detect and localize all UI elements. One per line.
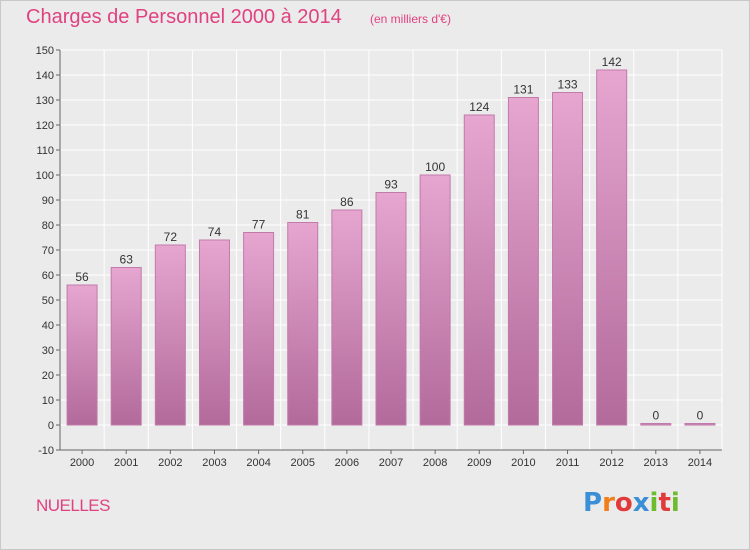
y-tick-label: 70 (42, 245, 54, 257)
y-tick-label: 110 (36, 145, 54, 157)
x-tick-label: 2005 (290, 457, 314, 469)
data-label: 81 (296, 208, 310, 222)
bar (154, 244, 186, 426)
bar (110, 267, 142, 426)
x-tick-label: 2007 (379, 457, 403, 469)
y-tick-label: 30 (42, 345, 54, 357)
y-tick-label: 150 (36, 45, 54, 57)
y-tick-label: 120 (36, 120, 54, 132)
data-label: 63 (120, 253, 134, 267)
x-tick-label: 2006 (335, 457, 359, 469)
logo-letter: i (649, 488, 659, 518)
data-label: 0 (697, 409, 704, 423)
data-label: 133 (558, 78, 578, 92)
logo-letter: t (658, 488, 671, 518)
x-tick-label: 2014 (688, 457, 712, 469)
data-label: 124 (469, 100, 489, 114)
data-label: 93 (384, 178, 398, 192)
data-label: 77 (252, 218, 266, 232)
bar (552, 92, 584, 426)
y-tick-label: 40 (42, 320, 54, 332)
x-tick-label: 2012 (599, 457, 623, 469)
y-tick-label: 0 (48, 420, 54, 432)
commune-name: NUELLES (36, 496, 110, 515)
y-tick-label: 20 (42, 370, 54, 382)
bar (596, 69, 628, 426)
bar (66, 284, 98, 426)
y-tick-label: 130 (36, 95, 54, 107)
data-label: 56 (75, 270, 89, 284)
bar (198, 239, 230, 426)
y-tick-label: -10 (38, 445, 54, 457)
x-tick-label: 2000 (70, 457, 94, 469)
x-tick-label: 2003 (202, 457, 226, 469)
bar (331, 209, 363, 426)
data-label: 74 (208, 225, 222, 239)
x-tick-label: 2010 (511, 457, 535, 469)
x-tick-label: 2011 (556, 457, 580, 469)
bar (375, 192, 407, 426)
proxiti-logo[interactable]: Proxiti (583, 488, 680, 518)
x-tick-label: 2001 (114, 457, 138, 469)
chart-subtitle: (en milliers d'€) (370, 12, 451, 26)
bar (640, 423, 672, 426)
bar (463, 114, 495, 426)
x-tick-label: 2009 (467, 457, 491, 469)
x-tick-label: 2008 (423, 457, 447, 469)
logo-letter: o (614, 488, 633, 518)
y-tick-label: 60 (42, 270, 54, 282)
logo-letter: r (602, 488, 615, 518)
data-label: 142 (602, 55, 622, 69)
logo-letter: i (670, 488, 680, 518)
logo-letter: P (583, 488, 603, 518)
x-tick-label: 2004 (246, 457, 270, 469)
data-label: 100 (425, 160, 445, 174)
bar (419, 174, 451, 426)
bar (507, 97, 539, 426)
y-tick-label: 10 (42, 395, 54, 407)
data-label: 72 (164, 230, 178, 244)
y-tick-label: 50 (42, 295, 54, 307)
data-label: 86 (340, 195, 354, 209)
bar (287, 222, 319, 426)
y-tick-label: 140 (36, 70, 54, 82)
bar (243, 232, 275, 426)
y-tick-label: 100 (36, 170, 54, 182)
logo-letter: x (632, 488, 650, 518)
x-tick-label: 2013 (644, 457, 668, 469)
y-tick-label: 80 (42, 220, 54, 232)
y-tick-label: 90 (42, 195, 54, 207)
data-label: 0 (652, 409, 659, 423)
data-label: 131 (513, 83, 533, 97)
x-tick-label: 2002 (158, 457, 182, 469)
chart-title: Charges de Personnel 2000 à 2014 (26, 6, 342, 28)
bar (684, 423, 716, 426)
